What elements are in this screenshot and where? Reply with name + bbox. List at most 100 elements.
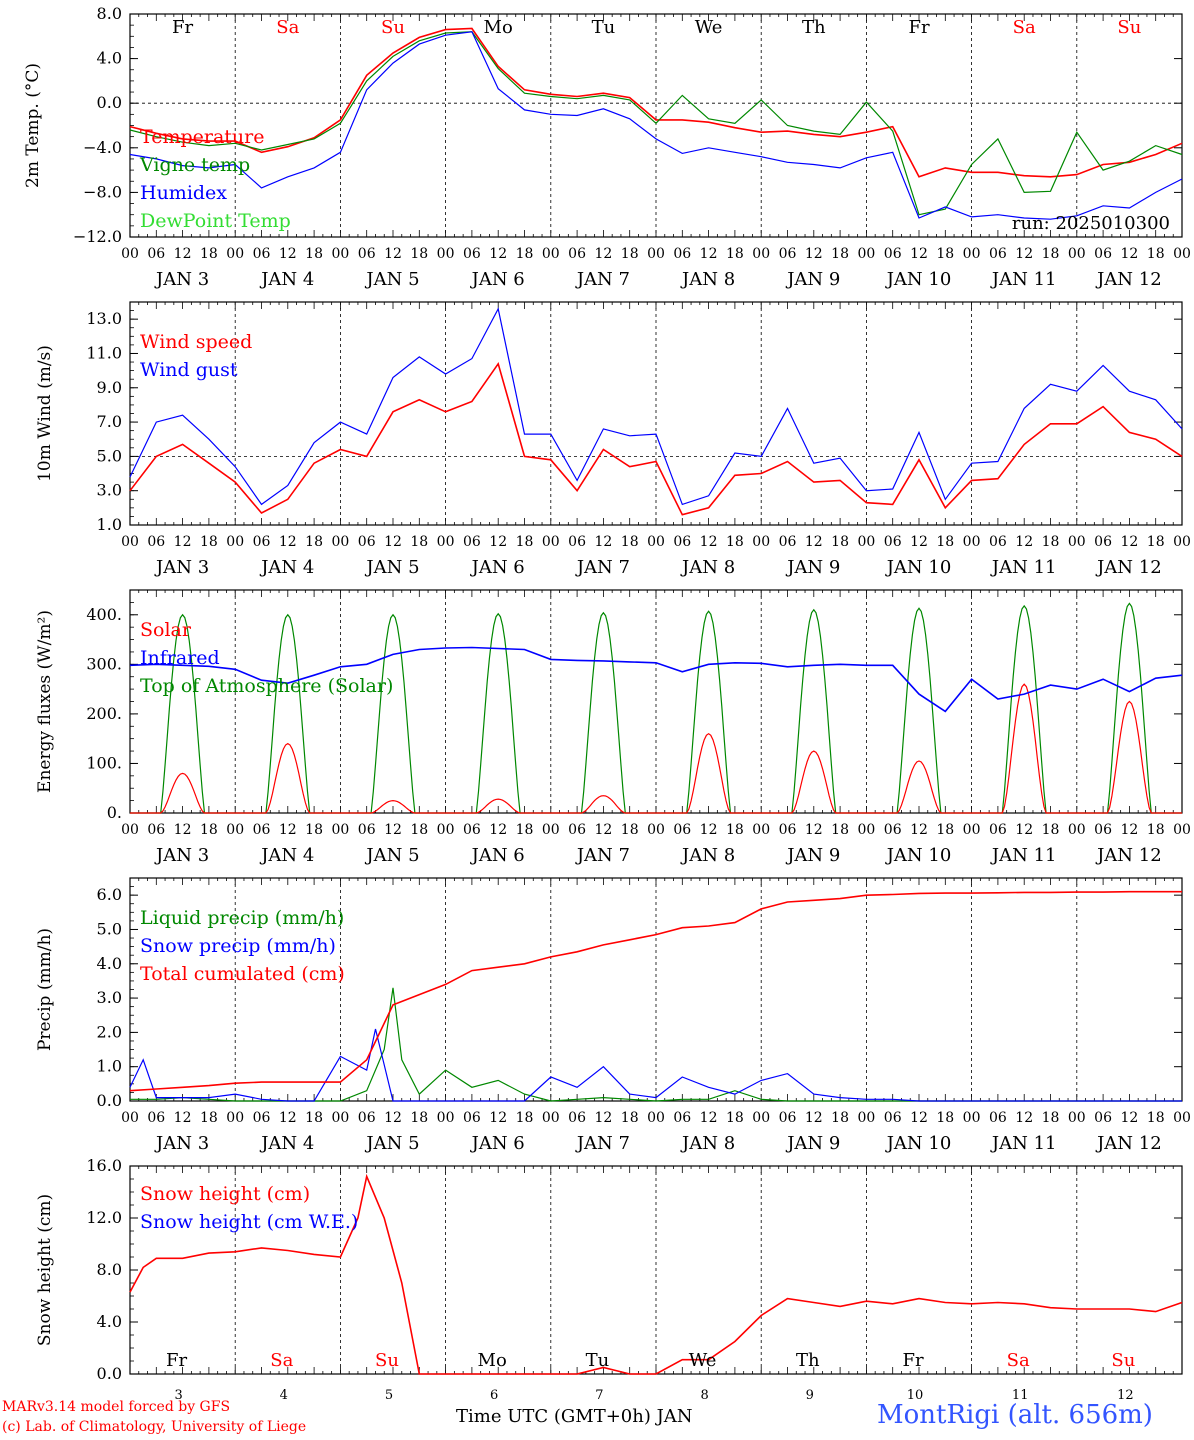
flux-y-tick-label: 300. [86,654,122,673]
precip-x-hour-label: 00 [331,1110,349,1126]
precip-x-hour-label: 12 [594,1110,612,1126]
bottom-day-number: 8 [700,1388,708,1403]
precip-x-hour-label: 12 [910,1110,928,1126]
flux-x-hour-label: 00 [963,822,981,838]
top-day-name: We [695,17,723,38]
wind-x-date-label: JAN 7 [575,557,630,578]
precip-y-tick-label: 0.0 [97,1091,122,1110]
wind-x-hour-label: 12 [594,534,612,550]
temp-x-hour-label: 18 [621,246,639,262]
flux-x-hour-label: 06 [358,822,376,838]
flux-x-hour-label: 00 [1173,822,1191,838]
wind-x-hour-label: 06 [673,534,691,550]
wind-x-hour-label: 12 [1120,534,1138,550]
snow-y-tick-label: 12.0 [86,1208,122,1227]
precip-x-hour-label: 18 [410,1110,428,1126]
temp-x-date-label: JAN 10 [885,269,952,290]
top-day-name: Tu [592,17,616,38]
precip-x-hour-label: 00 [752,1110,770,1126]
bottom-day-number: 5 [385,1388,393,1403]
temp-y-axis-label: 2m Temp. (°C) [23,63,43,188]
wind-x-date-label: JAN 12 [1095,557,1162,578]
model-credit-line2: (c) Lab. of Climatology, University of L… [2,1419,307,1435]
wind-series-wind-gust [129,307,1183,506]
precip-x-hour-label: 06 [253,1110,271,1126]
temp-x-hour-label: 12 [384,246,402,262]
precip-x-hour-label: 06 [989,1110,1007,1126]
snow-legend-entry: Snow height (cm W.E.) [140,1211,358,1233]
flux-x-hour-label: 18 [621,822,639,838]
flux-x-date-label: JAN 4 [259,845,314,866]
precip-x-hour-label: 06 [463,1110,481,1126]
wind-x-hour-label: 18 [936,534,954,550]
temp-x-hour-label: 06 [779,246,797,262]
wind-x-hour-label: 06 [463,534,481,550]
precip-x-hour-label: 12 [1015,1110,1033,1126]
bottom-day-name: Tu [586,1350,610,1371]
temp-x-hour-label: 06 [253,246,271,262]
flux-x-hour-label: 18 [831,822,849,838]
flux-x-hour-label: 00 [331,822,349,838]
temp-x-hour-label: 12 [279,246,297,262]
wind-x-hour-label: 18 [1042,534,1060,550]
wind-x-hour-label: 06 [358,534,376,550]
flux-x-hour-label: 18 [1042,822,1060,838]
precip-x-hour-label: 00 [963,1110,981,1126]
temp-y-tick-label: 4.0 [97,49,122,68]
precip-x-hour-label: 00 [542,1110,560,1126]
temp-x-hour-label: 12 [1120,246,1138,262]
temp-x-date-label: JAN 9 [785,269,840,290]
temp-plot-frame [129,13,1183,238]
temp-x-hour-label: 06 [358,246,376,262]
temp-y-tick-label: −12.0 [73,227,122,246]
wind-y-tick-label: 9.0 [97,378,122,397]
wind-x-hour-label: 00 [437,534,455,550]
precip-x-hour-label: 00 [437,1110,455,1126]
wind-x-hour-label: 00 [226,534,244,550]
wind-x-hour-label: 00 [963,534,981,550]
flux-x-hour-label: 18 [410,822,428,838]
wind-x-date-label: JAN 4 [259,557,314,578]
temp-x-date-label: JAN 6 [470,269,525,290]
snow-y-tick-label: 16.0 [86,1156,122,1175]
wind-x-hour-label: 00 [1068,534,1086,550]
top-day-name: Th [802,17,826,38]
precip-y-tick-label: 6.0 [97,885,122,904]
wind-x-hour-label: 12 [279,534,297,550]
wind-x-hour-label: 18 [516,534,534,550]
flux-x-hour-label: 12 [279,822,297,838]
wind-x-date-label: JAN 9 [785,557,840,578]
precip-x-hour-label: 18 [831,1110,849,1126]
temp-x-date-label: JAN 8 [680,269,735,290]
temp-x-hour-label: 06 [884,246,902,262]
temp-x-date-label: JAN 4 [259,269,314,290]
bottom-day-number: 11 [1012,1388,1029,1403]
precip-x-date-label: JAN 10 [885,1133,952,1154]
bottom-day-name: Sa [1007,1350,1030,1371]
wind-x-hour-label: 06 [568,534,586,550]
flux-x-hour-label: 12 [700,822,718,838]
wind-legend-entry: Wind gust [140,359,238,381]
top-day-name: Su [381,17,405,38]
precip-x-hour-label: 18 [936,1110,954,1126]
wind-x-hour-label: 12 [700,534,718,550]
flux-x-hour-label: 12 [1015,822,1033,838]
bottom-day-name: Sa [270,1350,293,1371]
precip-x-hour-label: 00 [1068,1110,1086,1126]
x-axis-title: Time UTC (GMT+0h) JAN [456,1406,693,1427]
flux-plot-frame [129,589,1183,814]
flux-x-hour-label: 06 [779,822,797,838]
bottom-day-number: 6 [490,1388,498,1403]
precip-y-tick-label: 3.0 [97,988,122,1007]
precip-x-date-label: JAN 3 [154,1133,209,1154]
wind-x-hour-label: 00 [752,534,770,550]
flux-x-date-label: JAN 6 [470,845,525,866]
bottom-day-name: Th [796,1350,820,1371]
precip-x-hour-label: 18 [305,1110,323,1126]
snow-y-axis-label: Snow height (cm) [35,1194,55,1346]
temp-x-hour-label: 18 [726,246,744,262]
temp-x-hour-label: 06 [989,246,1007,262]
precip-y-tick-label: 2.0 [97,1022,122,1041]
flux-y-tick-label: 100. [86,753,122,772]
